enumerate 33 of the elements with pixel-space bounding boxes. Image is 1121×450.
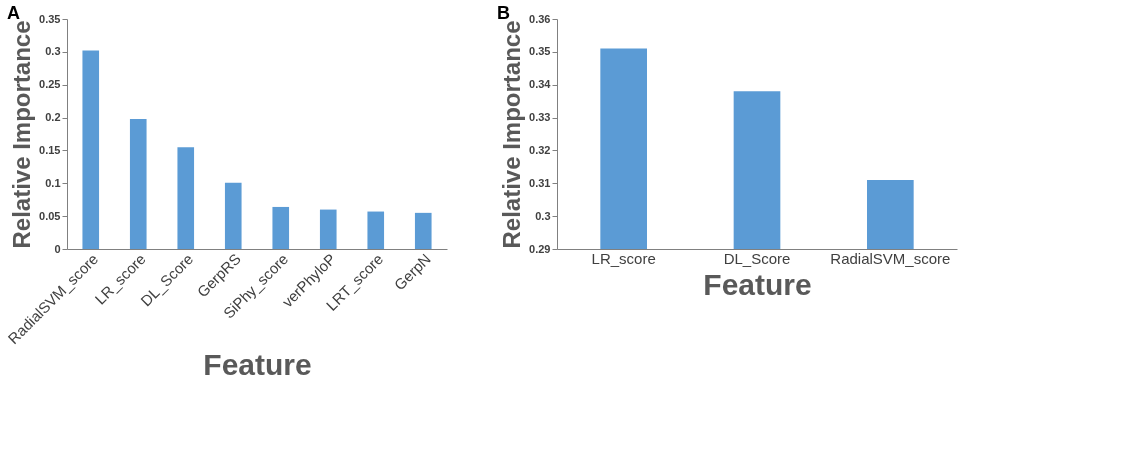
bar [82,50,100,249]
y-axis-title: Relative Importance [8,20,36,249]
y-tick-label: 0.34 [529,78,552,91]
x-tick-label: RadialSVM_score [830,249,951,267]
y-axis-title: Relative Importance [498,20,526,249]
y-tick-label: 0.32 [529,143,551,156]
y-tick-label: 0.3 [45,45,61,58]
y-tick-label: 0.35 [529,45,551,58]
bar [224,182,242,249]
bar [129,118,147,249]
x-tick-label: DL_Score [723,249,791,267]
x-tick-label: LR_score [591,249,656,267]
y-tick-label: 0.29 [529,242,551,255]
y-tick-label: 0.15 [39,143,61,156]
x-axis-title: Feature [203,348,312,381]
y-tick-label: 0.33 [529,111,551,124]
bar [319,209,337,249]
y-tick-label: 0 [54,242,61,255]
y-tick-label: 0.3 [535,209,551,222]
bar [367,211,385,249]
chart-title: A [7,3,20,23]
y-tick-label: 0.2 [45,111,61,124]
bar [414,212,432,249]
chart-title: B [497,3,510,23]
y-tick-label: 0.36 [529,12,551,25]
y-tick-label: 0.35 [39,12,61,25]
bar [177,147,195,249]
x-axis-title: Feature [703,267,812,301]
bar [272,206,290,249]
y-tick-label: 0.1 [45,176,61,189]
y-tick-label: 0.05 [39,209,61,222]
y-tick-label: 0.31 [529,176,551,189]
y-tick-label: 0.25 [39,78,61,91]
